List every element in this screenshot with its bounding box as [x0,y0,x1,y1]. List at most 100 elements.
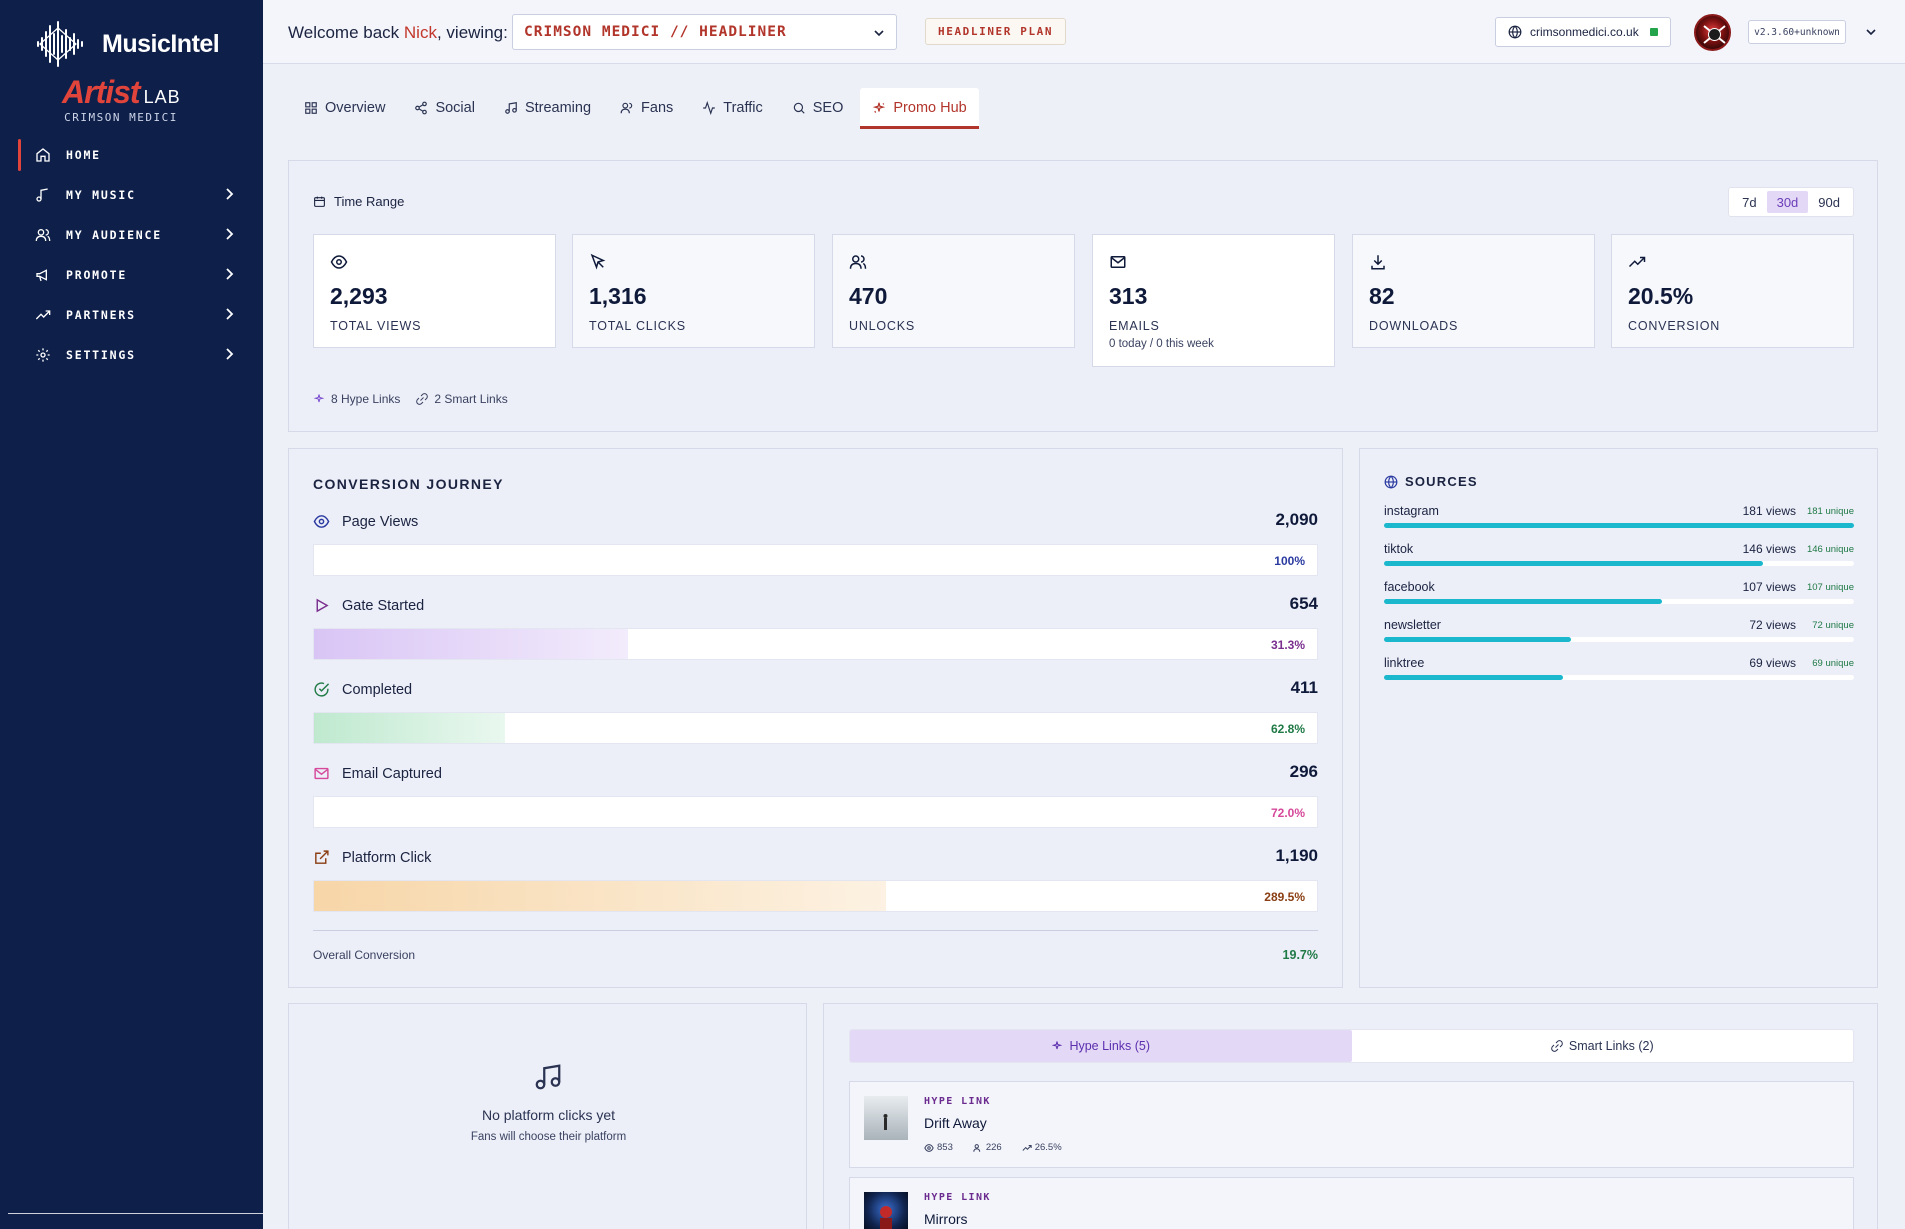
sparkles-icon [1052,1041,1063,1050]
download-icon [1371,255,1385,270]
source-unique: 146 unique [1806,544,1854,555]
stat-value: 20.5% [1628,283,1694,309]
step-percent: 31.3% [1270,638,1305,652]
source-fill [1384,675,1564,680]
tab-fans[interactable]: Fans [608,88,685,128]
tab-hype-links[interactable]: Hype Links (5) [850,1030,1352,1062]
step-bar: 62.8% [313,712,1318,744]
brand-logo[interactable]: MusicIntel [36,20,220,68]
play-icon [316,598,329,613]
link-rate: 26.5% [1022,1142,1072,1153]
step-head: Email Captured [313,765,442,782]
chevron-right-icon [226,308,234,320]
users-icon [34,226,52,244]
range-30d-button[interactable]: 30d [1766,191,1809,213]
stat-value: 1,316 [589,283,647,309]
source-fill [1384,599,1662,604]
source-row: instagram 181 views 181 unique [1384,504,1854,534]
artist-select[interactable]: CRIMSON MEDICI // HEADLINER [512,14,897,50]
link-type: HYPE LINK [924,1096,991,1107]
tab-promo-hub[interactable]: Promo Hub [860,88,980,129]
users-icon [620,102,633,114]
stat-value: 2,293 [330,283,388,309]
source-name: instagram [1384,504,1439,518]
source-row: tiktok 146 views 146 unique [1384,542,1854,572]
range-90d-button[interactable]: 90d [1818,194,1840,210]
plan-badge: HEADLINER PLAN [925,18,1067,45]
step-head: Platform Click [313,849,431,866]
hype-links-count[interactable]: 8 Hype Links [313,392,400,406]
sources-title: SOURCES [1384,474,1478,489]
link-card[interactable]: HYPE LINK Drift Away 853 226 26.5% [849,1081,1854,1168]
track-artwork [864,1096,908,1140]
tab-label: Traffic [723,100,763,116]
step-percent: 100% [1274,554,1305,568]
source-views: 181 views [1742,504,1796,518]
source-views: 69 views [1749,656,1796,670]
sidebar: MusicIntel Artist LAB CRIMSON MEDICI HOM… [0,0,263,1229]
tab-seo[interactable]: SEO [780,88,856,128]
globe-icon [1384,475,1398,489]
link-title: Mirrors [924,1211,968,1227]
tab-streaming[interactable]: Streaming [492,88,603,128]
tab-traffic[interactable]: Traffic [690,88,774,128]
link-icon [1551,1040,1563,1052]
stat-card-clicks: 1,316 TOTAL CLICKS [572,234,815,348]
domain-chip[interactable]: crimsonmedici.co.uk [1495,17,1671,47]
chevron-right-icon [226,268,234,280]
step-label: Completed [342,681,413,698]
smart-links-count[interactable]: 2 Smart Links [416,392,508,406]
hype-links-text: 8 Hype Links [331,392,401,406]
chevron-down-icon[interactable] [1864,25,1878,39]
source-track [1384,675,1854,680]
artist-select-value: CRIMSON MEDICI // HEADLINER [524,24,787,40]
sources-panel: SOURCES instagram 181 views 181 unique t… [1359,448,1878,988]
step-label: Email Captured [342,765,442,782]
source-unique: 72 unique [1812,620,1854,631]
mail-icon [314,767,329,780]
step-label: Page Views [342,513,419,530]
activity-icon [703,101,716,115]
sidebar-item-label: MY AUDIENCE [66,228,162,242]
welcome-message: Welcome back Nick, viewing: [288,23,508,43]
share-icon [415,101,428,115]
journey-step-completed: Completed 411 62.8% [313,678,1318,765]
source-track [1384,561,1854,566]
source-fill [1384,637,1572,642]
music-note-icon [505,102,517,114]
external-link-icon [315,850,329,864]
sources-title-text: SOURCES [1405,474,1478,489]
tab-social[interactable]: Social [402,88,487,128]
version-chip[interactable]: v2.3.60+unknown [1748,20,1846,44]
sidebar-item-settings[interactable]: SETTINGS [0,335,263,375]
lab-wordmark: LAB [143,87,181,107]
tab-smart-links[interactable]: Smart Links (2) [1352,1030,1854,1062]
source-row: linktree 69 views 69 unique [1384,656,1854,686]
avatar[interactable] [1694,14,1731,51]
domain-text: crimsonmedici.co.uk [1530,25,1639,39]
journey-step-page-views: Page Views 2,090 100% [313,510,1318,597]
sidebar-item-my-music[interactable]: MY MUSIC [0,175,263,215]
step-label: Platform Click [342,849,432,866]
link-icon [416,393,429,405]
sidebar-item-partners[interactable]: PARTNERS [0,295,263,335]
tab-label: Streaming [524,100,592,116]
source-name: tiktok [1384,542,1414,556]
source-name: newsletter [1384,618,1441,632]
mail-icon [1110,256,1126,268]
top-header: Welcome back Nick, viewing: CRIMSON MEDI… [263,0,1905,64]
calendar-icon [314,196,325,207]
source-unique: 107 unique [1806,582,1854,593]
chevron-right-icon [226,348,234,360]
sidebar-item-home[interactable]: HOME [0,135,263,175]
sidebar-item-my-audience[interactable]: MY AUDIENCE [0,215,263,255]
sidebar-item-label: PARTNERS [66,308,136,322]
link-card[interactable]: HYPE LINK Mirrors [849,1177,1854,1229]
step-count: 296 [1289,762,1318,781]
range-7d-button[interactable]: 7d [1742,194,1757,210]
sidebar-item-label: HOME [66,148,101,162]
sidebar-item-promote[interactable]: PROMOTE [0,255,263,295]
source-row: facebook 107 views 107 unique [1384,580,1854,610]
link-counts: 8 Hype Links 2 Smart Links [313,392,524,406]
tab-overview[interactable]: Overview [292,88,397,128]
